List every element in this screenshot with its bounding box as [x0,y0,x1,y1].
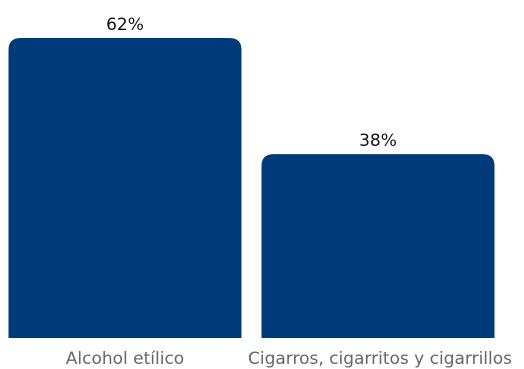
value-labels-group: 62% 38% [106,15,397,151]
value-label-1: 62% [106,15,144,35]
category-label-2: Cigarros, cigarritos y cigarrillos [248,349,512,369]
value-label-2: 38% [359,131,397,151]
category-label-1: Alcohol etílico [66,349,184,369]
bar-1 [8,38,242,338]
bar-2 [261,154,495,338]
bars-group [8,38,495,338]
category-labels-group: Alcohol etílico Cigarros, cigarritos y ci… [66,349,512,369]
